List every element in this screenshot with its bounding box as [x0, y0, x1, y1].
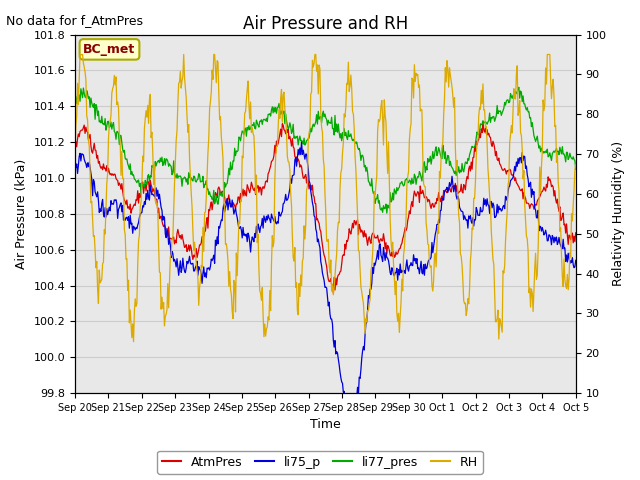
li77_pres [449, 166, 457, 172]
li77_pres [71, 105, 79, 111]
RH [368, 263, 376, 269]
RH [130, 339, 138, 345]
li77_pres [406, 178, 414, 184]
li77_pres [160, 160, 168, 166]
X-axis label: Time: Time [310, 419, 340, 432]
li77_pres [572, 167, 580, 172]
AtmPres [367, 240, 375, 246]
AtmPres [330, 290, 337, 296]
Y-axis label: Relativity Humidity (%): Relativity Humidity (%) [612, 141, 625, 287]
RH [407, 120, 415, 126]
AtmPres [160, 224, 168, 229]
RH [572, 162, 580, 168]
li75_p [298, 152, 306, 157]
RH [76, 51, 84, 57]
AtmPres [71, 140, 79, 145]
RH [450, 105, 458, 110]
RH [161, 313, 169, 319]
li77_pres [515, 84, 523, 90]
li75_p [368, 281, 376, 287]
Line: AtmPres: AtmPres [75, 121, 576, 293]
AtmPres [200, 233, 207, 239]
Y-axis label: Air Pressure (kPa): Air Pressure (kPa) [15, 159, 28, 269]
li75_p [298, 139, 305, 144]
li75_p [200, 264, 207, 270]
Text: No data for f_AtmPres: No data for f_AtmPres [6, 14, 143, 27]
li75_p [572, 257, 580, 263]
li75_p [160, 214, 168, 219]
RH [300, 255, 307, 261]
li77_pres [383, 210, 390, 216]
Line: li75_p: li75_p [75, 142, 576, 417]
Legend: AtmPres, li75_p, li77_pres, RH: AtmPres, li75_p, li77_pres, RH [157, 451, 483, 474]
Line: RH: RH [75, 54, 576, 342]
RH [71, 145, 79, 151]
AtmPres [406, 211, 414, 216]
RH [202, 209, 209, 215]
AtmPres [572, 230, 580, 236]
li75_p [407, 260, 415, 265]
li75_p [71, 165, 79, 170]
AtmPres [479, 119, 487, 124]
li75_p [450, 189, 458, 194]
Title: Air Pressure and RH: Air Pressure and RH [243, 15, 408, 33]
li77_pres [366, 182, 374, 188]
AtmPres [298, 164, 305, 169]
li77_pres [298, 137, 305, 143]
li75_p [348, 414, 356, 420]
AtmPres [449, 184, 457, 190]
Text: BC_met: BC_met [83, 43, 136, 56]
Line: li77_pres: li77_pres [75, 87, 576, 213]
li77_pres [200, 185, 207, 191]
